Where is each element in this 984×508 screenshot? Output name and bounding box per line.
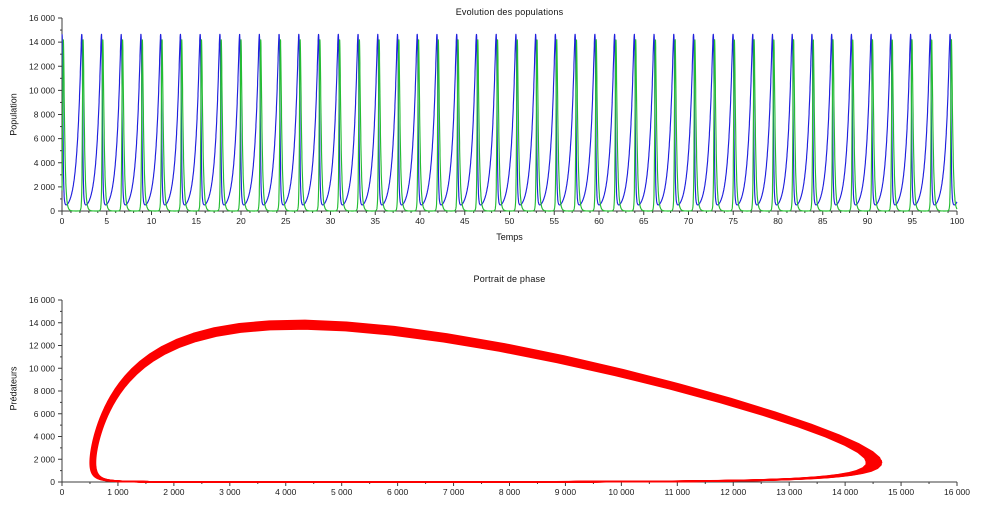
y-tick-label: 6 000 <box>34 134 56 144</box>
y-tick-label: 0 <box>50 206 55 216</box>
x-tick-label: 50 <box>505 216 515 226</box>
x-tick-label: 0 <box>60 487 65 497</box>
y-tick-label: 6 000 <box>34 409 56 419</box>
phase-orbit-curve <box>92 325 874 483</box>
x-tick-label: 30 <box>326 216 336 226</box>
x-tick-label: 10 <box>147 216 157 226</box>
y-tick-label: 10 000 <box>29 363 55 373</box>
phase-orbit-curve <box>93 325 872 483</box>
y-tick-label: 4 000 <box>34 432 56 442</box>
prey-series-line <box>61 33 958 206</box>
x-tick-label: 75 <box>729 216 739 226</box>
y-tick-label: 2 000 <box>34 454 56 464</box>
x-tick-label: 3 000 <box>219 487 241 497</box>
x-tick-label: 15 000 <box>888 487 914 497</box>
x-tick-label: 45 <box>460 216 470 226</box>
x-tick-label: 55 <box>550 216 560 226</box>
y-tick-label: 2 000 <box>34 182 56 192</box>
x-tick-label: 16 000 <box>944 487 970 497</box>
x-tick-label: 5 <box>104 216 109 226</box>
x-tick-label: 35 <box>371 216 381 226</box>
phase-orbit-curve <box>94 328 868 483</box>
y-tick-label: 16 000 <box>29 13 55 23</box>
phase-chart-title: Portrait de phase <box>473 274 546 284</box>
x-tick-label: 0 <box>60 216 65 226</box>
x-tick-label: 90 <box>863 216 873 226</box>
y-tick-label: 14 000 <box>29 318 55 328</box>
y-tick-label: 4 000 <box>34 158 56 168</box>
predator-series-line <box>61 39 958 212</box>
x-tick-label: 10 000 <box>608 487 634 497</box>
y-tick-label: 14 000 <box>29 37 55 47</box>
y-tick-label: 8 000 <box>34 386 56 396</box>
x-tick-label: 7 000 <box>443 487 465 497</box>
populations-plot-canvas: 0 5 10 15 20 25 30 35 40 45 50 55 60 65 70 75 80 85 90 95 10… <box>29 13 964 226</box>
x-tick-label: 80 <box>773 216 783 226</box>
x-tick-label: 9 000 <box>555 487 577 497</box>
x-tick-label: 20 <box>236 216 246 226</box>
x-tick-label: 14 000 <box>832 487 858 497</box>
y-tick-label: 8 000 <box>34 110 56 120</box>
x-tick-label: 4 000 <box>275 487 297 497</box>
x-tick-label: 95 <box>908 216 918 226</box>
y-tick-label: 12 000 <box>29 341 55 351</box>
x-tick-label: 6 000 <box>387 487 409 497</box>
phase-plot-canvas: 0 1 000 2 000 3 000 4 000 5 000 6 000 7 000 8 00… <box>29 295 970 497</box>
populations-chart-title: Evolution des populations <box>455 7 564 17</box>
y-tick-label: 12 000 <box>29 61 55 71</box>
y-tick-label: 16 000 <box>29 295 55 305</box>
x-tick-label: 25 <box>281 216 291 226</box>
x-tick-label: 1 000 <box>107 487 129 497</box>
populations-x-axis-label: Temps <box>496 232 523 242</box>
axis-lines <box>61 300 957 483</box>
x-tick-label: 85 <box>818 216 828 226</box>
x-tick-label: 12 000 <box>720 487 746 497</box>
x-tick-label: 11 000 <box>665 487 691 497</box>
x-tick-label: 100 <box>950 216 964 226</box>
x-tick-label: 65 <box>639 216 649 226</box>
x-tick-label: 5 000 <box>331 487 353 497</box>
x-tick-label: 60 <box>594 216 604 226</box>
axis-lines <box>61 18 957 212</box>
x-tick-label: 8 000 <box>499 487 521 497</box>
x-tick-label: 15 <box>192 216 202 226</box>
y-tick-label: 10 000 <box>29 85 55 95</box>
x-tick-label: 2 000 <box>163 487 185 497</box>
x-tick-label: 70 <box>684 216 694 226</box>
x-tick-label: 40 <box>415 216 425 226</box>
x-tick-label: 13 000 <box>776 487 802 497</box>
y-tick-label: 0 <box>50 477 55 487</box>
